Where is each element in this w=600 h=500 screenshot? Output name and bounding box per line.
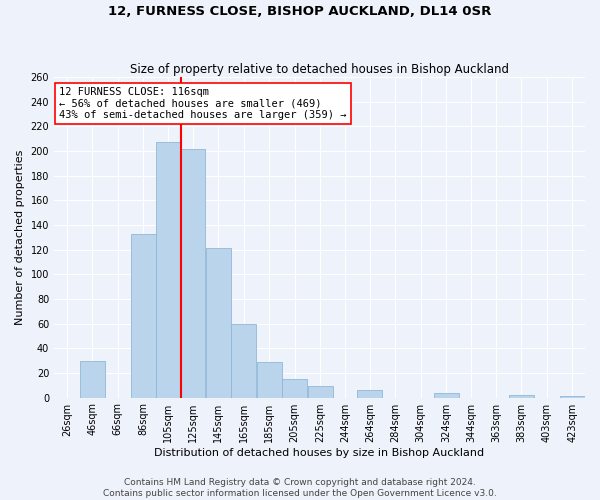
- Bar: [131, 234, 155, 398]
- Bar: [80, 360, 105, 398]
- Bar: [560, 396, 585, 398]
- Bar: [231, 324, 256, 398]
- Bar: [434, 392, 458, 398]
- Y-axis label: Number of detached properties: Number of detached properties: [15, 150, 25, 325]
- Bar: [156, 142, 180, 398]
- X-axis label: Distribution of detached houses by size in Bishop Auckland: Distribution of detached houses by size …: [154, 448, 485, 458]
- Bar: [358, 390, 382, 398]
- Bar: [181, 148, 205, 398]
- Text: 12, FURNESS CLOSE, BISHOP AUCKLAND, DL14 0SR: 12, FURNESS CLOSE, BISHOP AUCKLAND, DL14…: [109, 5, 491, 18]
- Title: Size of property relative to detached houses in Bishop Auckland: Size of property relative to detached ho…: [130, 63, 509, 76]
- Bar: [206, 248, 231, 398]
- Bar: [308, 386, 332, 398]
- Bar: [257, 362, 282, 398]
- Text: Contains HM Land Registry data © Crown copyright and database right 2024.
Contai: Contains HM Land Registry data © Crown c…: [103, 478, 497, 498]
- Bar: [282, 379, 307, 398]
- Bar: [509, 395, 534, 398]
- Text: 12 FURNESS CLOSE: 116sqm
← 56% of detached houses are smaller (469)
43% of semi-: 12 FURNESS CLOSE: 116sqm ← 56% of detach…: [59, 87, 347, 120]
